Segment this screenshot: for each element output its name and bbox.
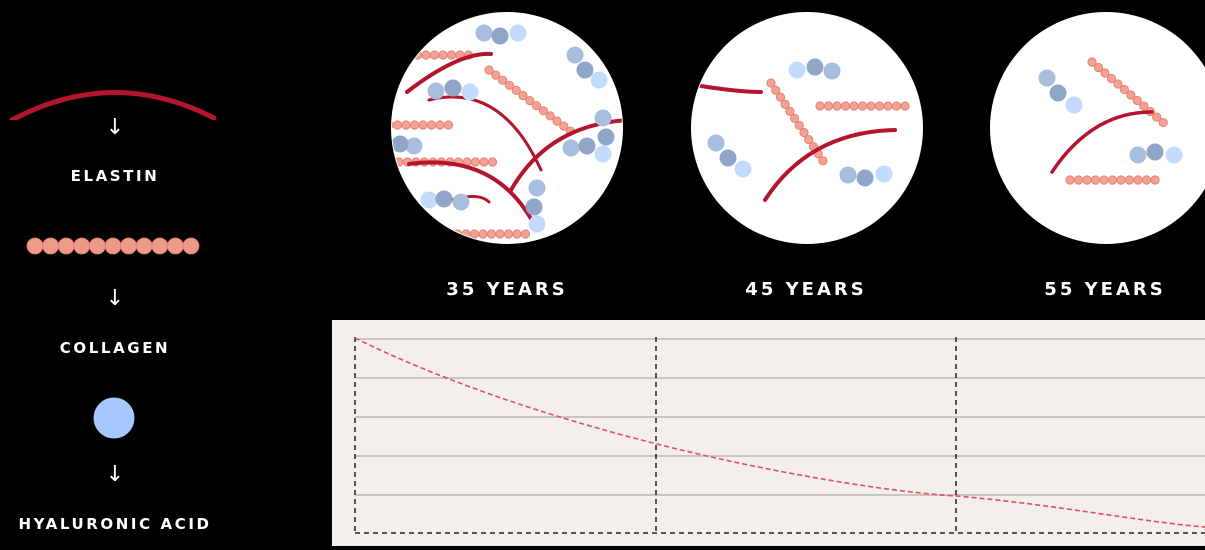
- age-label-35: 35 YEARS: [446, 279, 568, 300]
- legend-label-elastin: ELASTIN: [70, 167, 160, 185]
- skin-35-years-illustration: [391, 12, 623, 244]
- decline-chart: [354, 337, 1205, 534]
- down-arrow-icon: ↓: [105, 462, 125, 487]
- age-label-45: 45 YEARS: [745, 279, 867, 300]
- down-arrow-icon: ↓: [105, 115, 125, 140]
- collagen-bead-chain-icon: [26, 237, 200, 255]
- decline-chart-panel: [332, 320, 1205, 546]
- skin-45-years-illustration: [691, 12, 923, 244]
- age-label-55: 55 YEARS: [1044, 279, 1166, 300]
- decline-curve: [354, 337, 1205, 528]
- legend-label-collagen: COLLAGEN: [59, 339, 171, 357]
- legend-label-hyaluronic-acid: HYALURONIC ACID: [18, 515, 212, 533]
- age-divider-lines: [354, 337, 1205, 534]
- hyaluronic-acid-sphere-icon: [93, 397, 135, 439]
- elastin-fiber-icon: [9, 90, 217, 120]
- down-arrow-icon: ↓: [105, 286, 125, 311]
- horizontal-gridlines: [355, 338, 1205, 496]
- skin-55-years-illustration: [990, 12, 1205, 244]
